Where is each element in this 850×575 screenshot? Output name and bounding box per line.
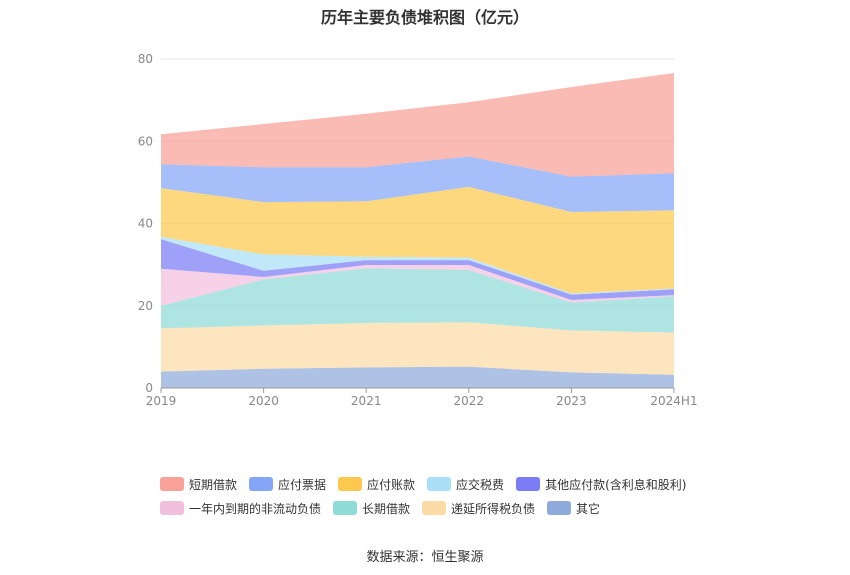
y-tick-label: 80 — [138, 52, 153, 66]
legend-swatch — [160, 477, 184, 491]
x-tick-label: 2022 — [454, 394, 485, 408]
x-tick-label: 2020 — [248, 394, 279, 408]
legend-label: 一年内到期的非流动负债 — [189, 501, 322, 516]
legend-swatch — [160, 501, 184, 515]
area-series[interactable] — [161, 73, 674, 177]
legend-swatch — [516, 477, 541, 491]
data-source: 数据来源：恒生聚源 — [366, 550, 484, 565]
legend-item-deferred-tax-liabilities[interactable]: 递延所得税负债 — [422, 500, 535, 517]
legend-swatch — [427, 477, 452, 491]
legend-item-short-term-loans[interactable]: 短期借款 — [160, 476, 237, 493]
legend-label: 应付票据 — [278, 477, 327, 492]
x-tick-label: 2024H1 — [650, 394, 697, 408]
legend-item-other[interactable]: 其它 — [547, 500, 600, 517]
area-series[interactable] — [161, 322, 674, 375]
legend-swatch — [422, 501, 447, 515]
legend-label: 短期借款 — [189, 477, 238, 492]
x-tick-label: 2021 — [351, 394, 382, 408]
area-series[interactable] — [161, 236, 674, 295]
legend-row-1: 短期借款 应付票据 应付账款 应交税费 其他应付款(含利息和股利) — [160, 472, 720, 496]
chart-legend: 短期借款 应付票据 应付账款 应交税费 其他应付款(含利息和股利) 一年内到期的… — [160, 472, 720, 520]
legend-swatch — [249, 477, 274, 491]
legend-label: 长期借款 — [362, 501, 411, 516]
legend-label: 其它 — [576, 501, 601, 516]
chart-title: 历年主要负债堆积图（亿元） — [320, 8, 529, 27]
y-tick-label: 40 — [138, 217, 153, 231]
y-tick-label: 20 — [138, 299, 153, 313]
legend-item-other-payables[interactable]: 其他应付款(含利息和股利) — [516, 476, 686, 493]
legend-item-accounts-payable[interactable]: 应付账款 — [338, 476, 415, 493]
legend-label: 应付账款 — [367, 477, 416, 492]
legend-swatch — [338, 477, 363, 491]
x-tick-label: 2023 — [556, 394, 587, 408]
area-series[interactable] — [161, 156, 674, 213]
legend-item-notes-payable[interactable]: 应付票据 — [249, 476, 326, 493]
x-tick-label: 2019 — [146, 394, 177, 408]
legend-label: 应交税费 — [456, 477, 505, 492]
legend-row-2: 一年内到期的非流动负债 长期借款 递延所得税负债 其它 — [160, 496, 720, 520]
legend-label: 递延所得税负债 — [451, 501, 536, 516]
legend-item-taxes-payable[interactable]: 应交税费 — [427, 476, 504, 493]
y-tick-label: 0 — [145, 381, 153, 395]
legend-label: 其他应付款(含利息和股利) — [545, 477, 687, 492]
legend-item-long-term-loans[interactable]: 长期借款 — [333, 500, 410, 517]
legend-swatch — [547, 501, 572, 515]
area-series[interactable] — [161, 268, 674, 333]
stacked-area-chart: 0 20 40 60 80 2019 2020 2021 2022 2023 2024H1 — [138, 52, 698, 408]
area-series[interactable] — [161, 186, 674, 294]
legend-swatch — [333, 501, 358, 515]
area-series[interactable] — [161, 366, 674, 388]
area-series[interactable] — [161, 265, 674, 306]
y-tick-label: 60 — [138, 134, 153, 148]
area-series[interactable] — [161, 239, 674, 300]
legend-item-current-noncurrent-liabilities[interactable]: 一年内到期的非流动负债 — [160, 500, 321, 517]
